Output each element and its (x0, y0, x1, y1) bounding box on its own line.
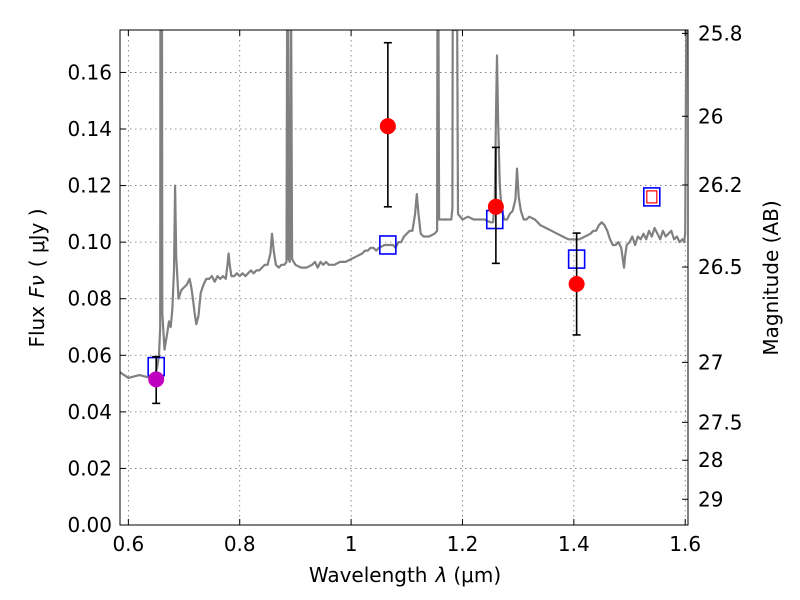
y-right-tick-label: 27.5 (698, 410, 743, 434)
x-tick-label: 0.8 (224, 532, 256, 556)
series-layer (120, 30, 688, 379)
observed-photometry-point (379, 118, 396, 135)
x-tick-label: 1.2 (447, 532, 479, 556)
y-tick-label: 0.02 (67, 456, 112, 480)
y-right-tick-label: 29 (698, 487, 723, 511)
x-tick-label: 1.6 (669, 532, 701, 556)
y-right-tick-label: 26.5 (698, 255, 743, 279)
y-tick-label: 0.00 (67, 513, 112, 537)
spectrum-line (120, 30, 688, 379)
y-tick-label: 0.10 (67, 230, 112, 254)
y-right-tick-label: 26 (698, 104, 723, 128)
observed-photometry-point (568, 276, 585, 293)
upper-limit-square (646, 190, 658, 204)
y-right-tick-label: 27 (698, 350, 723, 374)
y-tick-label: 0.08 (67, 287, 112, 311)
x-tick-label: 0.6 (112, 532, 144, 556)
x-tick-label: 1.4 (558, 532, 590, 556)
x-tick-label: 1 (345, 532, 358, 556)
observed-photometry-point (148, 371, 165, 388)
y-tick-label: 0.16 (67, 60, 112, 84)
y-axis-title: FluxFν( μJy ) (25, 208, 49, 347)
y-tick-label: 0.04 (67, 400, 112, 424)
model-photometry-square (379, 235, 397, 255)
y-tick-label: 0.06 (67, 343, 112, 367)
x-axis-title: Wavelength λ (μm) (309, 563, 501, 587)
marker-layer (147, 41, 661, 405)
y-tick-label: 0.12 (67, 174, 112, 198)
y-right-tick-label: 26.2 (698, 173, 743, 197)
plot-frame (119, 29, 689, 526)
y-right-tick-label: 28 (698, 448, 723, 472)
y-tick-label: 0.14 (67, 117, 112, 141)
y-right-tick-label: 25.8 (698, 21, 743, 45)
y-right-axis-title: Magnitude (AB) (759, 200, 783, 355)
model-photometry-square (643, 187, 661, 207)
observed-photometry-point (487, 198, 504, 215)
axis-ticks: 0.6 0.8 1 1.2 1.4 1.6 0.00 0.02 0.04 0.06 0.08 0.10… (67, 21, 742, 556)
